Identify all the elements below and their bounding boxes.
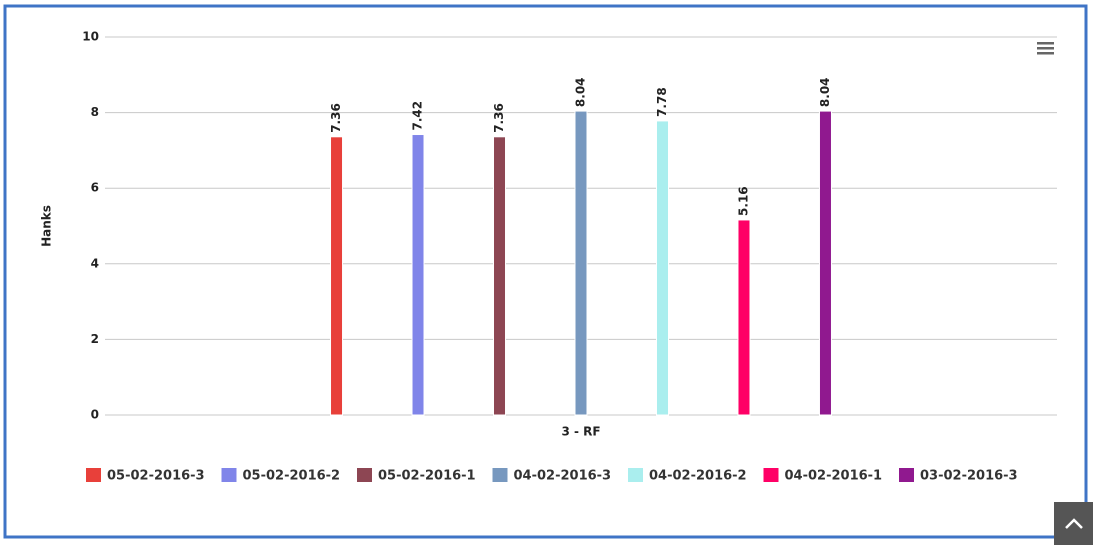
legend-label[interactable]: 04-02-2016-1 [785,469,883,484]
bar [330,136,344,416]
data-label: 8.04 [818,77,832,107]
x-tick-label: 3 - RF [561,425,600,439]
bar [737,219,751,416]
frame [3,4,1088,539]
bar [574,110,588,416]
y-tick-label: 6 [91,181,99,195]
legend-swatch[interactable] [763,468,779,482]
legend-swatch[interactable] [357,468,372,482]
data-label: 8.04 [574,77,588,107]
bar [411,134,425,416]
legend-swatch[interactable] [628,468,643,482]
legend-label[interactable]: 05-02-2016-3 [107,469,205,484]
data-label: 7.78 [655,87,669,117]
scroll-top-button[interactable] [1054,502,1093,545]
legend-swatch[interactable] [221,468,237,482]
y-tick-label: 2 [91,332,99,346]
data-label: 7.36 [492,103,506,133]
bar [818,110,832,416]
legend-label[interactable]: 03-02-2016-3 [920,469,1018,484]
menu-icon[interactable] [1037,42,1054,55]
legend-swatch[interactable] [899,468,914,482]
legend-label[interactable]: 05-02-2016-1 [378,469,476,484]
bar [655,120,669,416]
data-label: 5.16 [736,186,750,216]
data-label: 7.42 [411,101,425,131]
legend-label[interactable]: 05-02-2016-2 [243,469,341,484]
y-tick-label: 8 [91,105,99,119]
legend-label[interactable]: 04-02-2016-3 [514,469,612,484]
bar [493,136,507,416]
y-tick-label: 4 [91,256,99,270]
legend-swatch[interactable] [86,468,101,482]
y-tick-label: 0 [91,408,99,422]
y-tick-label: 10 [82,30,99,44]
legend-label[interactable]: 04-02-2016-2 [649,469,747,484]
y-axis-title: Hanks [40,205,54,247]
data-label: 7.36 [329,103,343,133]
legend-swatch[interactable] [492,468,508,482]
